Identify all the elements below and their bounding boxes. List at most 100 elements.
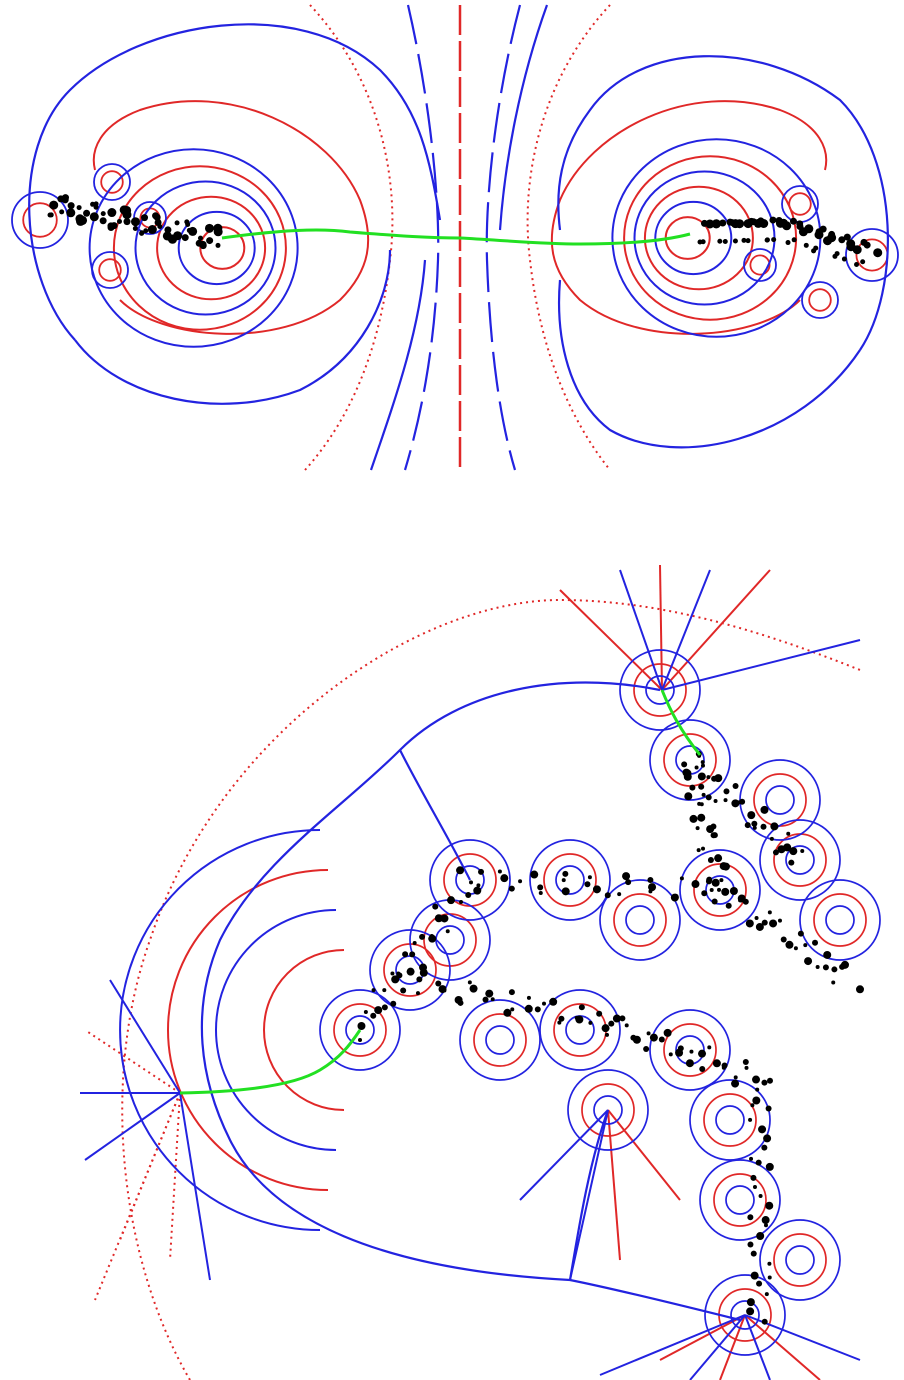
bottom-pinch-ray (744, 1314, 771, 1380)
fractal-set-icon (789, 217, 797, 225)
fractal-set-icon (711, 878, 720, 887)
fractal-set-icon (442, 988, 447, 993)
fractal-set-icon (534, 1006, 541, 1013)
lobe-curve (156, 195, 267, 301)
branch-loop (529, 839, 611, 921)
fractal-set-icon (658, 1036, 665, 1043)
fractal-set-icon (823, 236, 833, 246)
fractal-set-icon (518, 879, 523, 884)
branch-loop (459, 999, 541, 1081)
fractal-set-icon (750, 1271, 759, 1280)
top-pinch-ray (661, 569, 771, 691)
small-ray-loop (11, 191, 69, 249)
fractal-set-icon (705, 219, 715, 229)
fractal-set-icon (750, 1250, 757, 1257)
fractal-set-icon (710, 832, 717, 839)
fractal-set-icon (711, 898, 718, 905)
branch-loop (825, 905, 855, 935)
fractal-set-icon (860, 259, 866, 265)
fractal-set-icon (625, 879, 632, 886)
fractal-set-icon (683, 772, 692, 781)
fractal-set-icon (204, 223, 214, 233)
small-equi-loop (749, 254, 771, 276)
fractal-set-icon (731, 219, 741, 229)
fractal-set-icon (689, 1049, 694, 1054)
fractal-set-icon (789, 847, 798, 856)
fractal-set-icon (831, 966, 838, 973)
fractal-set-icon (396, 971, 401, 976)
fractal-set-icon (457, 999, 464, 1006)
fractal-set-icon (700, 763, 705, 768)
fractal-set-icon (748, 1117, 753, 1122)
fractal-set-icon (447, 896, 456, 905)
branch-loop (555, 865, 585, 895)
fractal-set-icon (485, 989, 494, 998)
outer-dotted-equi (121, 598, 861, 1380)
fractal-set-icon (855, 985, 864, 994)
fractal-set-icon (754, 916, 759, 921)
branch-loop (539, 989, 621, 1071)
branch-loop (713, 1173, 767, 1227)
branch-loop (759, 1219, 841, 1301)
branch-loop (704, 1274, 786, 1356)
fractal-set-icon (800, 849, 805, 854)
spine-arc (119, 829, 321, 1231)
fractal-set-icon (767, 910, 772, 915)
branch-loop (715, 1105, 745, 1135)
fractal-set-icon (706, 876, 713, 883)
fractal-set-icon (459, 899, 464, 904)
ray-right-top (498, 4, 549, 231)
spine-arc (263, 949, 345, 1111)
fractal-set-icon (713, 798, 718, 803)
fractal-set-icon (717, 238, 723, 244)
lobe-curve (199, 226, 246, 270)
fractal-set-icon (697, 813, 706, 822)
fractal-set-icon (755, 922, 764, 931)
fractal-set-icon (747, 811, 756, 820)
fractal-set-icon (409, 951, 416, 958)
fractal-set-icon (561, 887, 570, 896)
top-pinch-ray (619, 569, 663, 691)
fractal-set-icon (147, 225, 157, 235)
fractal-set-icon (760, 823, 767, 830)
small-equi-loop (808, 288, 832, 312)
fractal-set-icon (695, 826, 700, 831)
fractal-set-icon (791, 237, 797, 243)
lobe-curve (134, 180, 277, 316)
fractal-set-icon (390, 971, 395, 976)
fractal-set-icon (619, 1015, 626, 1022)
fractal-set-icon (78, 215, 88, 225)
fractal-set-icon (741, 237, 747, 243)
fractal-set-icon (785, 240, 791, 246)
bottom-figure-panel (0, 560, 904, 1380)
branch-loop (649, 719, 731, 801)
fractal-set-icon (530, 870, 539, 879)
fractal-set-icon (732, 238, 738, 244)
fractal-set-icon (164, 226, 172, 234)
fractal-set-icon (508, 989, 515, 996)
fractal-set-icon (785, 940, 794, 949)
fractal-set-icon (465, 891, 472, 898)
fractal-set-icon (647, 877, 654, 884)
fractal-set-icon (771, 237, 777, 243)
fractal-set-icon (764, 237, 770, 243)
branch-loop (485, 1025, 515, 1055)
fractal-set-icon (714, 774, 723, 783)
fractal-set-icon (723, 788, 730, 795)
fractal-set-icon (841, 256, 847, 262)
fractal-set-icon (617, 892, 622, 897)
branch-loop (319, 989, 401, 1071)
top-pinch-ray (661, 569, 711, 691)
fractal-set-icon (761, 1318, 768, 1325)
fractal-set-icon (435, 980, 442, 987)
fractal-set-icon (863, 241, 871, 249)
fractal-set-icon (578, 1004, 585, 1011)
small-ray-loop (743, 248, 777, 282)
spine-arc (215, 909, 337, 1151)
branch-loop (765, 785, 795, 815)
mid-pinch-ray (569, 1109, 609, 1281)
ray-branch-2 (568, 1109, 610, 1281)
fractal-set-icon (89, 212, 99, 222)
fractal-set-icon (206, 237, 214, 245)
fractal-set-icon (700, 219, 708, 227)
